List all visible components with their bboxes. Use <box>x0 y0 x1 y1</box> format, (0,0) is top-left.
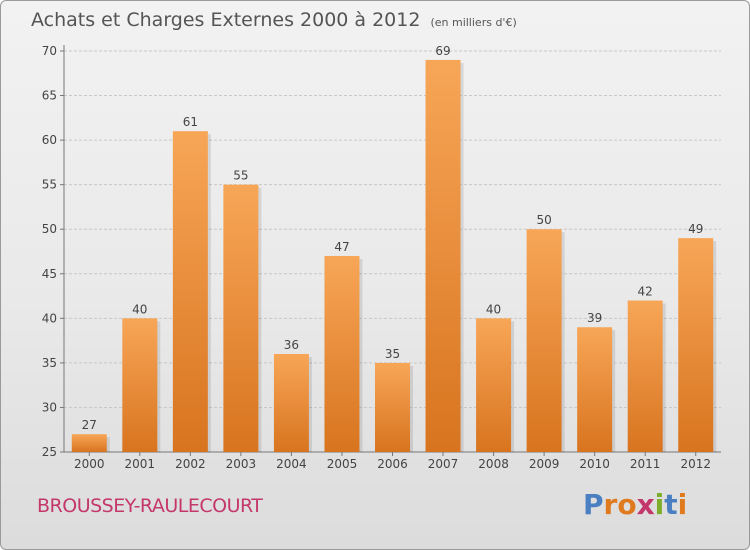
x-tick-label: 2002 <box>175 457 206 471</box>
data-label: 40 <box>486 302 501 316</box>
x-tick-label: 2009 <box>529 457 560 471</box>
y-tick-label: 35 <box>42 356 57 370</box>
y-tick-label: 65 <box>42 89 57 103</box>
bar-2006 <box>375 362 410 452</box>
y-tick-label: 55 <box>42 178 57 192</box>
data-label: 42 <box>638 285 653 299</box>
data-label: 47 <box>334 240 349 254</box>
chart-subtitle: (en milliers d'€) <box>430 16 517 29</box>
commune-name: BROUSSEY-RAULECOURT <box>37 495 263 517</box>
y-tick-label: 70 <box>42 44 57 58</box>
bar-2008 <box>476 318 512 452</box>
logo-letter: o <box>617 488 637 521</box>
bar-2007 <box>425 59 461 453</box>
logo-letter: i <box>677 488 688 521</box>
proxiti-logo: Proxiti <box>583 488 687 521</box>
x-tick-label: 2008 <box>478 457 509 471</box>
x-tick-label: 2003 <box>226 457 257 471</box>
data-label: 61 <box>183 115 198 129</box>
bars <box>71 59 717 453</box>
data-label: 35 <box>385 347 400 361</box>
x-tick-label: 2007 <box>428 457 459 471</box>
data-label: 69 <box>435 44 450 58</box>
bar-2002 <box>172 131 208 452</box>
x-tick-label: 2005 <box>327 457 358 471</box>
x-tick-label: 2006 <box>377 457 408 471</box>
data-label: 50 <box>536 213 551 227</box>
data-label: 27 <box>82 418 97 432</box>
bar-2010 <box>577 327 613 452</box>
y-tick-label: 30 <box>42 400 57 414</box>
x-tick-label: 2011 <box>630 457 661 471</box>
bar-2005 <box>324 255 360 452</box>
bar-2011 <box>627 300 663 452</box>
data-label: 55 <box>233 169 248 183</box>
y-tick-label: 45 <box>42 267 57 281</box>
bar-2003 <box>223 184 259 452</box>
y-tick-label: 50 <box>42 222 57 236</box>
data-labels: 2000 27 2001 40 2002 61 2003 55 2004 36 2005 47 2006… <box>74 44 711 471</box>
logo-letter: P <box>583 488 604 521</box>
logo-letter: i <box>654 488 665 521</box>
data-label: 49 <box>688 222 703 236</box>
logo-letter: t <box>664 488 678 521</box>
logo-letter: r <box>603 488 618 521</box>
x-tick-label: 2001 <box>125 457 156 471</box>
bar-2009 <box>526 229 562 452</box>
y-tick-label: 25 <box>42 445 57 459</box>
y-tick-label: 40 <box>42 311 57 325</box>
chart-title: Achats et Charges Externes 2000 à 2012 (e… <box>31 9 517 31</box>
bar-2000 <box>71 434 107 452</box>
data-label: 36 <box>284 338 299 352</box>
bar-2004 <box>273 353 309 452</box>
data-label: 39 <box>587 311 602 325</box>
logo-letter: x <box>636 488 655 521</box>
chart-title-text: Achats et Charges Externes 2000 à 2012 <box>31 9 421 31</box>
x-tick-label: 2004 <box>276 457 307 471</box>
x-tick-label: 2012 <box>680 457 711 471</box>
bar-2012 <box>678 238 714 452</box>
bar-2001 <box>122 318 158 452</box>
y-tick-label: 60 <box>42 133 57 147</box>
data-label: 40 <box>132 302 147 316</box>
x-tick-label: 2010 <box>579 457 610 471</box>
x-tick-label: 2000 <box>74 457 105 471</box>
